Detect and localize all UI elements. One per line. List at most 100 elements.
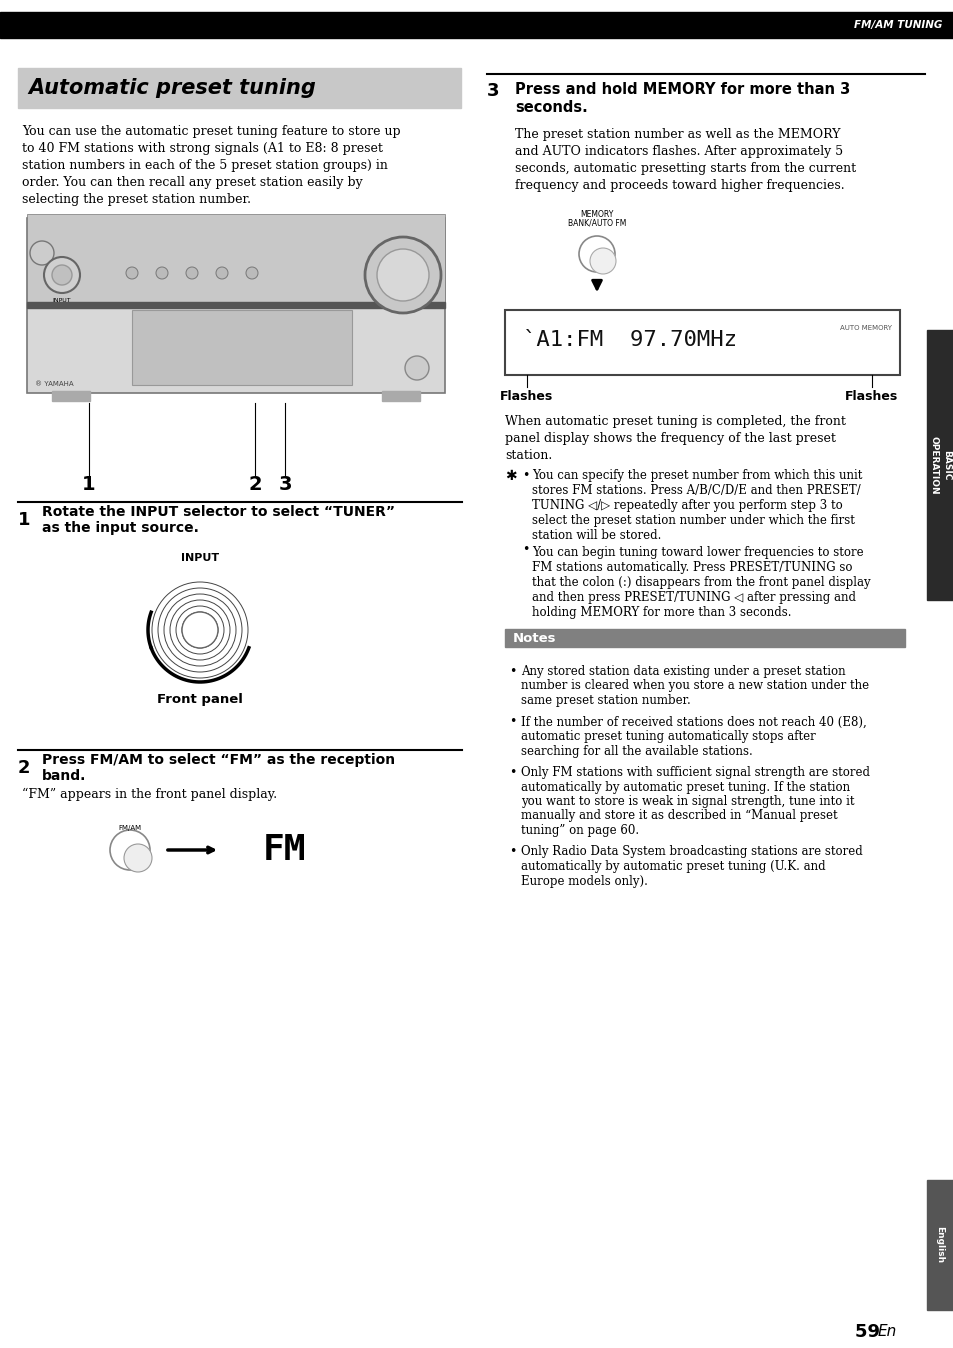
Text: Only FM stations with sufficient signal strength are stored: Only FM stations with sufficient signal … — [520, 766, 869, 779]
Text: 1: 1 — [82, 474, 95, 493]
Text: automatically by automatic preset tuning (U.K. and: automatically by automatic preset tuning… — [520, 860, 824, 874]
Text: Only Radio Data System broadcasting stations are stored: Only Radio Data System broadcasting stat… — [520, 845, 862, 859]
Text: 1: 1 — [18, 511, 30, 528]
Text: `A1:FM  97.70MHz: `A1:FM 97.70MHz — [522, 330, 737, 350]
Text: INPUT: INPUT — [181, 553, 219, 563]
Text: Flashes: Flashes — [500, 391, 553, 403]
Text: •: • — [509, 665, 516, 678]
Text: FM/AM TUNING: FM/AM TUNING — [853, 20, 941, 30]
Bar — [504, 630, 904, 647]
Text: If the number of received stations does not reach 40 (E8),: If the number of received stations does … — [520, 716, 866, 728]
Bar — [504, 310, 899, 375]
Circle shape — [246, 267, 257, 279]
Text: •: • — [509, 845, 516, 859]
Circle shape — [126, 267, 138, 279]
Circle shape — [589, 248, 616, 274]
Text: order. You can then recall any preset station easily by: order. You can then recall any preset st… — [22, 177, 362, 189]
Bar — [381, 391, 419, 400]
Text: searching for all the available stations.: searching for all the available stations… — [520, 744, 752, 758]
Text: ® YAMAHA: ® YAMAHA — [35, 381, 73, 387]
Text: Press FM/AM to select “FM” as the reception: Press FM/AM to select “FM” as the recept… — [42, 754, 395, 767]
Circle shape — [405, 356, 429, 380]
Text: you want to store is weak in signal strength, tune into it: you want to store is weak in signal stre… — [520, 795, 854, 807]
Circle shape — [182, 612, 218, 648]
Text: Flashes: Flashes — [844, 391, 898, 403]
Text: FM: FM — [263, 833, 307, 867]
Text: seconds.: seconds. — [515, 101, 587, 116]
Text: TUNING ◁/▷ repeatedly after you perform step 3 to: TUNING ◁/▷ repeatedly after you perform … — [532, 499, 841, 512]
Text: You can specify the preset number from which this unit: You can specify the preset number from w… — [532, 469, 862, 483]
Text: as the input source.: as the input source. — [42, 520, 198, 535]
Text: same preset station number.: same preset station number. — [520, 694, 690, 706]
Bar — [27, 214, 444, 302]
Text: 3: 3 — [278, 474, 292, 493]
Text: Notes: Notes — [513, 631, 556, 644]
Text: station.: station. — [504, 449, 552, 462]
Text: FM stations automatically. Press PRESET/TUNING so: FM stations automatically. Press PRESET/… — [532, 561, 852, 574]
Bar — [27, 302, 444, 307]
Text: •: • — [509, 716, 516, 728]
Text: •: • — [521, 543, 529, 557]
Text: station numbers in each of the 5 preset station groups) in: station numbers in each of the 5 preset … — [22, 159, 388, 173]
Text: En: En — [877, 1325, 897, 1340]
Text: that the colon (:) disappears from the front panel display: that the colon (:) disappears from the f… — [532, 576, 870, 589]
Text: FM/AM: FM/AM — [118, 825, 141, 830]
Circle shape — [110, 830, 150, 869]
Circle shape — [52, 266, 71, 284]
Text: to 40 FM stations with strong signals (A1 to E8: 8 preset: to 40 FM stations with strong signals (A… — [22, 142, 382, 155]
Circle shape — [186, 267, 198, 279]
Bar — [926, 1180, 953, 1310]
Text: AUTO MEMORY: AUTO MEMORY — [840, 325, 891, 332]
Text: •: • — [521, 469, 529, 483]
Text: holding MEMORY for more than 3 seconds.: holding MEMORY for more than 3 seconds. — [532, 607, 791, 619]
Text: tuning” on page 60.: tuning” on page 60. — [520, 824, 639, 837]
Bar — [18, 67, 460, 108]
Text: English: English — [935, 1227, 943, 1263]
Text: Europe models only).: Europe models only). — [520, 875, 647, 887]
Text: band.: band. — [42, 768, 87, 783]
Text: 2: 2 — [18, 759, 30, 776]
Text: •: • — [509, 766, 516, 779]
Text: select the preset station number under which the first: select the preset station number under w… — [532, 514, 854, 527]
Text: automatically by automatic preset tuning. If the station: automatically by automatic preset tuning… — [520, 780, 849, 794]
Text: “FM” appears in the front panel display.: “FM” appears in the front panel display. — [22, 787, 276, 801]
Text: and AUTO indicators flashes. After approximately 5: and AUTO indicators flashes. After appro… — [515, 146, 842, 158]
Text: Press and hold MEMORY for more than 3: Press and hold MEMORY for more than 3 — [515, 82, 849, 97]
Bar — [52, 391, 90, 400]
Bar — [27, 218, 444, 394]
Text: number is cleared when you store a new station under the: number is cleared when you store a new s… — [520, 679, 868, 693]
Text: panel display shows the frequency of the last preset: panel display shows the frequency of the… — [504, 431, 835, 445]
Text: The preset station number as well as the MEMORY: The preset station number as well as the… — [515, 128, 840, 142]
Text: MEMORY: MEMORY — [579, 210, 613, 218]
Circle shape — [365, 237, 440, 313]
Circle shape — [578, 236, 615, 272]
Text: Front panel: Front panel — [157, 693, 243, 706]
Text: stores FM stations. Press A/B/C/D/E and then PRESET/: stores FM stations. Press A/B/C/D/E and … — [532, 484, 860, 497]
Text: ✱: ✱ — [504, 469, 517, 483]
Text: manually and store it as described in “Manual preset: manually and store it as described in “M… — [520, 810, 837, 822]
Text: BASIC
OPERATION: BASIC OPERATION — [928, 435, 950, 495]
Circle shape — [376, 249, 429, 301]
Text: BANK/AUTO FM: BANK/AUTO FM — [567, 218, 625, 226]
Text: seconds, automatic presetting starts from the current: seconds, automatic presetting starts fro… — [515, 162, 855, 175]
Text: 2: 2 — [248, 474, 261, 493]
Circle shape — [124, 844, 152, 872]
Bar — [0, 12, 953, 38]
Bar — [132, 310, 352, 386]
Text: When automatic preset tuning is completed, the front: When automatic preset tuning is complete… — [504, 415, 845, 429]
Circle shape — [156, 267, 168, 279]
Text: Rotate the INPUT selector to select “TUNER”: Rotate the INPUT selector to select “TUN… — [42, 506, 395, 519]
Text: station will be stored.: station will be stored. — [532, 528, 660, 542]
Text: 3: 3 — [486, 82, 499, 100]
Text: and then press PRESET/TUNING ◁ after pressing and: and then press PRESET/TUNING ◁ after pre… — [532, 590, 855, 604]
Text: Any stored station data existing under a preset station: Any stored station data existing under a… — [520, 665, 844, 678]
Text: You can begin tuning toward lower frequencies to store: You can begin tuning toward lower freque… — [532, 546, 862, 559]
Text: selecting the preset station number.: selecting the preset station number. — [22, 193, 251, 206]
Text: 59: 59 — [854, 1322, 885, 1341]
Bar — [926, 330, 953, 600]
Text: frequency and proceeds toward higher frequencies.: frequency and proceeds toward higher fre… — [515, 179, 843, 191]
Text: Automatic preset tuning: Automatic preset tuning — [28, 78, 315, 98]
Circle shape — [30, 241, 54, 266]
Text: You can use the automatic preset tuning feature to store up: You can use the automatic preset tuning … — [22, 125, 400, 137]
Circle shape — [44, 257, 80, 293]
